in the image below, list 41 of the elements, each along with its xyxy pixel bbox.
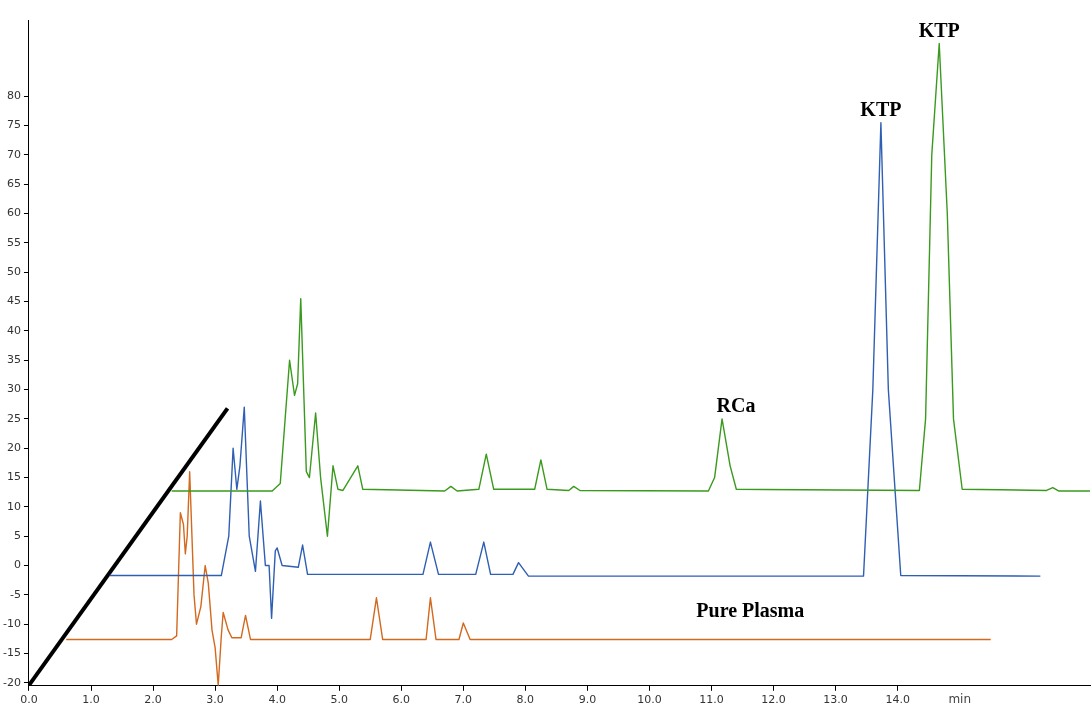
series-label: Pure Plasma	[696, 598, 805, 621]
y-tick-label: 35	[6, 353, 21, 367]
x-tick-label: 13.0	[823, 693, 848, 707]
y-tick-label: -10	[3, 617, 21, 631]
y-tick-label: 20	[6, 441, 21, 455]
x-axis-title: min	[948, 691, 972, 706]
annotation: RCa	[716, 394, 756, 417]
y-tick-label: 65	[6, 177, 21, 191]
x-tick-label: 6.0	[392, 693, 411, 707]
y-tick-label: 55	[6, 235, 21, 249]
x-tick-label: 4.0	[268, 693, 286, 707]
annotation: KTP	[918, 18, 960, 41]
y-tick-label: 45	[6, 294, 21, 308]
y-tick-label: 70	[6, 147, 21, 161]
x-tick-label: 2.0	[144, 693, 162, 707]
y-tick-label: 10	[6, 499, 21, 513]
y-tick-label: 80	[6, 89, 21, 103]
x-tick-label: 14.0	[885, 693, 910, 707]
x-tick-label: 1.0	[82, 693, 100, 707]
y-tick-label: 0	[13, 558, 21, 572]
y-tick-label: -5	[10, 587, 21, 601]
x-tick-label: 11.0	[699, 693, 724, 707]
x-tick-label: 10.0	[637, 693, 662, 707]
x-tick-label: 9.0	[578, 693, 597, 707]
y-tick-label: 40	[6, 323, 21, 337]
x-tick-label: 12.0	[761, 693, 786, 707]
y-tick-label: 75	[6, 118, 21, 132]
x-tick-label: 7.0	[454, 693, 473, 707]
y-tick-label: 15	[6, 470, 21, 484]
y-tick-label: 30	[6, 382, 21, 396]
y-tick-label: -20	[3, 675, 21, 689]
y-tick-label: 5	[13, 529, 21, 543]
y-tick-label: -15	[3, 646, 21, 660]
x-tick-label: 8.0	[516, 693, 535, 707]
y-tick-label: 25	[6, 411, 21, 425]
y-tick-label: 50	[6, 265, 21, 279]
annotation: KTP	[860, 97, 902, 120]
y-tick-label: 60	[6, 206, 21, 220]
x-tick-label: 0.0	[20, 693, 38, 707]
x-tick-label: 3.0	[206, 693, 224, 707]
x-tick-label: 5.0	[330, 693, 348, 707]
